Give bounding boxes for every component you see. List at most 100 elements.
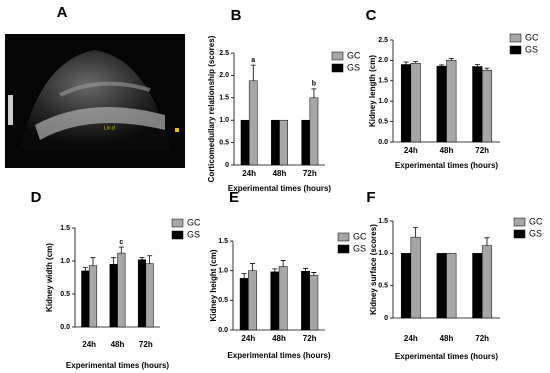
bar (309, 275, 319, 331)
bar (481, 245, 493, 319)
bar (109, 264, 118, 328)
y-tick-label: 0.0 (218, 327, 228, 334)
y-axis-title: Kidney width (cm) (45, 243, 54, 312)
bar (145, 263, 154, 328)
legend-label: GC (347, 50, 361, 60)
legend-label: GC (529, 216, 543, 226)
legend-swatch (337, 244, 350, 254)
error-bar (484, 67, 490, 71)
legend-swatch (171, 218, 184, 228)
error-bar (241, 273, 247, 279)
legend-swatch (513, 217, 526, 227)
error-bar (448, 57, 454, 61)
bar (248, 270, 257, 331)
bar (117, 252, 126, 328)
bar (81, 270, 90, 328)
x-axis-title: Experimental times (hours) (227, 351, 330, 360)
error-bar (439, 64, 445, 67)
bar (137, 259, 147, 328)
x-axis-title: Experimental times (hours) (228, 184, 331, 193)
error-bar (118, 246, 124, 254)
error-bar (413, 61, 419, 64)
bar (88, 265, 98, 328)
y-tick-label: 0.0 (60, 324, 70, 331)
annotation: b (312, 81, 316, 88)
x-tick-label: 48h (272, 334, 286, 343)
legend-swatch (331, 51, 344, 61)
error-bar (82, 267, 88, 271)
bar (248, 80, 258, 166)
bar (446, 253, 457, 319)
bar (410, 236, 421, 319)
y-tick-label: 0.5 (60, 291, 70, 298)
x-tick-label: 24h (404, 334, 418, 343)
bar (240, 119, 250, 166)
error-bar (90, 257, 96, 266)
annotation: a (251, 57, 255, 64)
error-bar (413, 227, 419, 238)
legend-label: GS (525, 44, 538, 54)
y-tick-label: 0.5 (378, 118, 388, 125)
x-axis-title: Experimental times (hours) (395, 352, 498, 361)
x-tick-label: 72h (139, 340, 153, 349)
legend-swatch (171, 230, 184, 240)
legend-swatch (509, 45, 522, 55)
error-bar (303, 267, 309, 272)
y-tick-label: 1.0 (218, 268, 228, 275)
error-bar (280, 260, 286, 267)
y-tick-label: 2.5 (378, 37, 388, 44)
bar (472, 66, 483, 143)
bar (400, 64, 412, 143)
error-bar (484, 237, 490, 246)
error-bar (250, 64, 256, 81)
y-axis-title: Kidney length (cm) (368, 55, 377, 127)
legend-label: GS (347, 62, 360, 72)
legend-swatch (337, 232, 350, 242)
bar (446, 60, 457, 143)
bar (481, 69, 493, 143)
y-axis-title: Kidney height (cm) (209, 249, 218, 321)
x-tick-label: 72h (475, 334, 489, 343)
y-tick-label: 1.0 (378, 250, 388, 257)
y-tick-label: 1.0 (378, 98, 388, 105)
x-tick-label: 24h (82, 340, 96, 349)
y-tick-label: 2.0 (378, 57, 388, 64)
error-bar (249, 263, 255, 271)
bar (436, 253, 447, 319)
y-axis-title: Corticomedullary relationship (scores) (207, 35, 216, 182)
bar (436, 65, 447, 143)
bar (410, 63, 421, 143)
legend-swatch (331, 63, 344, 73)
bar (239, 278, 249, 331)
error-bar (311, 272, 317, 276)
y-tick-label: 1.5 (218, 238, 228, 245)
y-tick-label: 0.5 (219, 139, 229, 146)
x-tick-label: 48h (111, 340, 125, 349)
error-bar (139, 257, 145, 260)
legend-label: GS (187, 229, 200, 239)
panel-letter: A (57, 4, 68, 21)
error-bar (147, 255, 153, 264)
legend-label: GC (187, 217, 201, 227)
panel-letter: D (31, 189, 42, 206)
annotation: c (119, 239, 123, 246)
image-label: Lin d (104, 125, 115, 131)
error-bar (272, 268, 278, 272)
y-tick-label: 2.5 (219, 50, 229, 57)
x-axis-title: Experimental times (hours) (66, 361, 169, 370)
x-tick-label: 24h (242, 169, 256, 178)
y-tick-label: 1.5 (219, 95, 229, 102)
y-tick-label: 0.5 (378, 283, 388, 290)
bar (472, 253, 483, 319)
x-tick-label: 72h (303, 169, 317, 178)
bar (279, 119, 288, 166)
bar (309, 97, 319, 166)
bar (270, 271, 280, 331)
x-tick-label: 48h (440, 146, 454, 155)
y-tick-label: 1.5 (378, 218, 388, 225)
y-tick-label: 0.5 (218, 297, 228, 304)
y-tick-label: 0.0 (378, 139, 388, 146)
legend-label: GS (529, 228, 542, 238)
y-tick-label: 1.5 (378, 78, 388, 85)
y-tick-label: 2.0 (219, 72, 229, 79)
